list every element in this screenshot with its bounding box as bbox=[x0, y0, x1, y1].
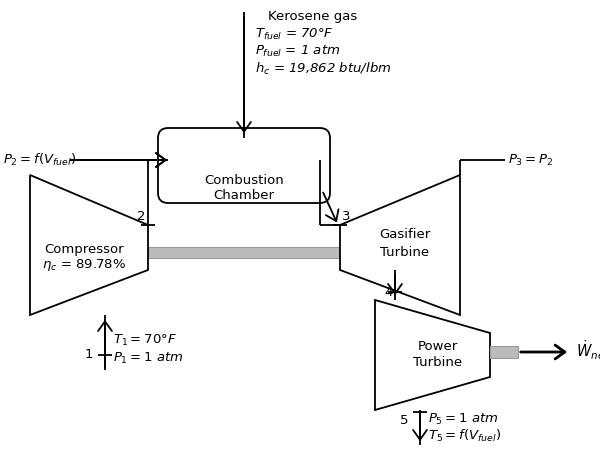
Text: 3: 3 bbox=[342, 210, 350, 223]
Text: 4: 4 bbox=[385, 285, 393, 298]
Text: $T_{fuel}$ = 70°F: $T_{fuel}$ = 70°F bbox=[255, 27, 334, 42]
Text: $P_5 = 1$ atm: $P_5 = 1$ atm bbox=[428, 412, 499, 427]
Text: $T_1 = 70°F$: $T_1 = 70°F$ bbox=[113, 333, 177, 348]
Text: Chamber: Chamber bbox=[214, 189, 275, 202]
Text: $P_{fuel}$ = 1 atm: $P_{fuel}$ = 1 atm bbox=[255, 44, 340, 59]
Text: $\dot{W}_{net}$: $\dot{W}_{net}$ bbox=[576, 338, 600, 362]
Text: Kerosene gas: Kerosene gas bbox=[268, 10, 357, 23]
Text: $P_2 = f(V_{fuel})$: $P_2 = f(V_{fuel})$ bbox=[3, 152, 76, 168]
Text: Turbine: Turbine bbox=[380, 246, 430, 258]
Polygon shape bbox=[340, 175, 460, 315]
Text: 1: 1 bbox=[85, 349, 93, 362]
Polygon shape bbox=[30, 175, 148, 315]
Text: 5: 5 bbox=[400, 414, 408, 427]
Polygon shape bbox=[490, 346, 518, 358]
Text: $P_3 = P_2$: $P_3 = P_2$ bbox=[508, 152, 553, 167]
Text: Power: Power bbox=[418, 340, 458, 354]
Polygon shape bbox=[375, 300, 490, 410]
Text: $T_5 = f(V_{fuel})$: $T_5 = f(V_{fuel})$ bbox=[428, 428, 501, 444]
Text: Compressor: Compressor bbox=[44, 243, 124, 257]
Text: Combustion: Combustion bbox=[204, 174, 284, 187]
Text: $\eta_c$ = 89.78%: $\eta_c$ = 89.78% bbox=[42, 257, 126, 273]
Text: $h_c$ = 19,862 btu/lbm: $h_c$ = 19,862 btu/lbm bbox=[255, 61, 392, 77]
Polygon shape bbox=[148, 247, 340, 258]
FancyBboxPatch shape bbox=[158, 128, 330, 203]
Text: Turbine: Turbine bbox=[413, 357, 462, 369]
Text: 2: 2 bbox=[137, 210, 146, 223]
Text: Gasifier: Gasifier bbox=[379, 228, 431, 242]
Text: $P_1 = 1$ atm: $P_1 = 1$ atm bbox=[113, 351, 184, 366]
